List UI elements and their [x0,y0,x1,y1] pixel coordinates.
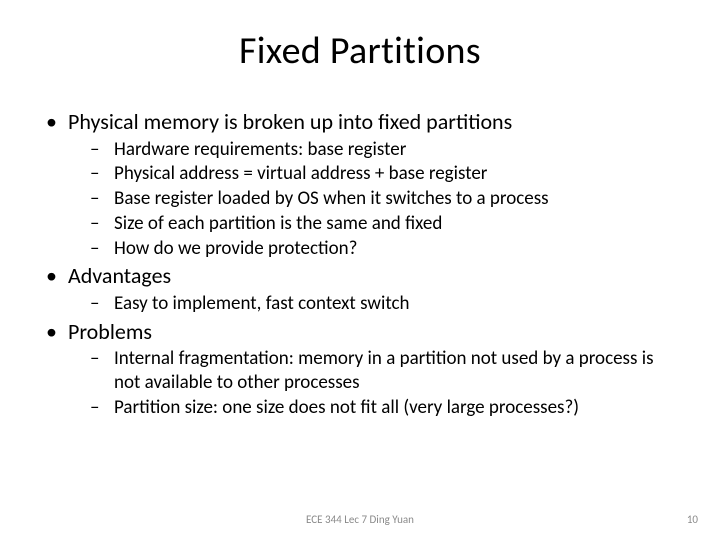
sub-item: How do we provide protection? [114,237,680,261]
sub-text: Easy to implement, fast context switch [114,292,410,315]
footer-center: ECE 344 Lec 7 Ding Yuan [0,513,720,526]
slide-number: 10 [687,513,698,526]
sub-text: Size of each partition is the same and f… [114,212,442,235]
bullet-text: Problems [68,318,152,345]
sub-item: Partition size: one size does not fit al… [114,396,680,420]
sub-list: Internal fragmentation: memory in a part… [68,347,680,419]
sub-text: Internal fragmentation: memory in a part… [114,347,654,394]
bullet-text: Advantages [68,262,171,289]
sub-text: Physical address = virtual address + bas… [114,162,487,185]
slide-content: Physical memory is broken up into fixed … [40,108,680,419]
slide: Fixed Partitions Physical memory is brok… [0,0,720,540]
sub-text: Hardware requirements: base register [114,138,406,161]
sub-list: Hardware requirements: base register Phy… [68,138,680,261]
sub-item: Easy to implement, fast context switch [114,292,680,316]
sub-list: Easy to implement, fast context switch [68,292,680,316]
sub-text: Base register loaded by OS when it switc… [114,187,549,210]
bullet-list: Physical memory is broken up into fixed … [40,108,680,419]
sub-item: Internal fragmentation: memory in a part… [114,347,680,395]
bullet-item-problems: Problems Internal fragmentation: memory … [68,318,680,420]
sub-text: Partition size: one size does not fit al… [114,396,579,419]
bullet-item-physical-memory: Physical memory is broken up into fixed … [68,108,680,260]
sub-item: Base register loaded by OS when it switc… [114,187,680,211]
sub-item: Physical address = virtual address + bas… [114,162,680,186]
bullet-text: Physical memory is broken up into fixed … [68,108,512,135]
sub-item: Hardware requirements: base register [114,138,680,162]
sub-text: How do we provide protection? [114,237,357,260]
bullet-item-advantages: Advantages Easy to implement, fast conte… [68,262,680,315]
sub-item: Size of each partition is the same and f… [114,212,680,236]
slide-title: Fixed Partitions [40,28,680,74]
